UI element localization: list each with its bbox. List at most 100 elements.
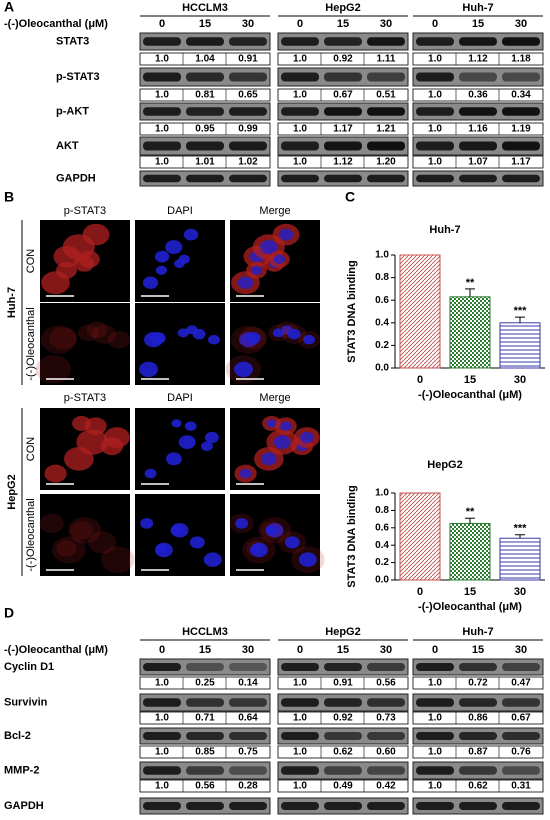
protein-label: Survivin [4, 696, 48, 708]
quantification-value: 1.0 [293, 157, 307, 168]
quantification-value: 1.0 [155, 54, 169, 65]
nucleus [189, 536, 205, 549]
quantification-value: 1.0 [155, 157, 169, 168]
quantification-value: 0.64 [238, 713, 258, 724]
blot-band [186, 766, 224, 775]
quantification-value: 0.47 [511, 678, 531, 689]
quantification-value: 0.56 [195, 781, 215, 792]
quantification-value: 0.28 [238, 781, 258, 792]
value-box [139, 155, 271, 169]
protein-label: GAPDH [56, 172, 96, 184]
concentration-label: 30 [380, 18, 392, 30]
nucleus [260, 240, 278, 255]
blot-band [143, 802, 181, 810]
cell-signal [64, 446, 94, 471]
blot-band [229, 37, 267, 46]
treatment-label: -(-)Oleocanthal (μM) [4, 18, 108, 30]
cell-signal [40, 325, 77, 354]
nucleus [178, 254, 190, 264]
nucleus [265, 525, 278, 536]
cell-line-label: HCCLM3 [182, 2, 228, 14]
value-box [139, 779, 271, 793]
nucleus [154, 250, 170, 263]
column-header: DAPI [167, 205, 193, 217]
blot-band [502, 174, 540, 183]
y-tick-label: 0.8 [375, 505, 389, 516]
nucleus [272, 328, 284, 338]
column-header: Merge [259, 392, 290, 404]
nucleus [155, 265, 168, 275]
panel-label: C [345, 189, 355, 205]
bar [449, 296, 491, 369]
y-tick-label: 0.8 [375, 272, 389, 283]
blot-band [502, 37, 540, 46]
nucleus [139, 361, 158, 378]
concentration-label: 15 [337, 18, 349, 30]
blot-band [502, 698, 540, 707]
cell-signal [103, 427, 130, 448]
nucleus [142, 276, 159, 289]
blot-band [459, 802, 497, 810]
value-box [412, 676, 544, 690]
cell-signal [72, 415, 91, 431]
nucleus [165, 240, 183, 255]
row-label: CON [25, 437, 37, 462]
blot-band [416, 72, 454, 82]
value-box [277, 676, 409, 690]
quantification-value: 1.0 [428, 713, 442, 724]
quantification-value: 0.42 [376, 781, 396, 792]
quantification-value: 0.85 [195, 747, 215, 758]
nucleus [177, 328, 189, 338]
cell-signal [86, 321, 108, 339]
blot-band [229, 766, 267, 775]
quantification-value: 1.01 [195, 157, 215, 168]
nucleus [183, 228, 199, 241]
concentration-label: 0 [297, 18, 303, 30]
bar [499, 322, 541, 369]
nucleus [287, 328, 301, 340]
quantification-value: 0.99 [238, 124, 258, 135]
blot-band [416, 174, 454, 183]
blot-band [281, 698, 319, 707]
x-axis-label: -(-)Oleocanthal (μM) [418, 601, 522, 613]
blot-band [324, 107, 362, 116]
nucleus [171, 419, 182, 428]
quantification-value: 1.21 [376, 124, 396, 135]
protein-label: AKT [56, 140, 79, 152]
cell-line-label: HepG2 [325, 2, 360, 14]
quantification-value: 1.0 [428, 124, 442, 135]
bar [499, 537, 541, 581]
nucleus [150, 332, 166, 345]
quantification-value: 1.17 [333, 124, 353, 135]
protein-label: MMP-2 [4, 764, 39, 776]
blot-band [502, 72, 540, 82]
nucleus [140, 518, 154, 529]
nucleus [200, 441, 213, 452]
cell-signal [35, 355, 72, 384]
blot-band [281, 141, 319, 151]
quantification-value: 1.16 [468, 124, 488, 135]
quantification-value: 1.0 [293, 781, 307, 792]
y-tick-label: 0.0 [375, 575, 389, 586]
blot-band [324, 732, 362, 740]
value-box [139, 122, 271, 136]
blot-band [229, 72, 267, 82]
value-box [277, 88, 409, 102]
nucleus [284, 536, 300, 549]
quantification-value: 0.87 [468, 747, 488, 758]
quantification-value: 0.91 [333, 678, 353, 689]
value-box [412, 88, 544, 102]
concentration-label: 15 [199, 644, 211, 656]
nucleus [279, 421, 292, 431]
blot-band [281, 732, 319, 740]
blot-band [143, 663, 181, 671]
blot-band [281, 107, 319, 116]
blot-band [367, 37, 405, 46]
quantification-value: 0.65 [238, 90, 258, 101]
column-header: p-STAT3 [64, 392, 106, 404]
cell-signal [44, 464, 67, 483]
blot-band [143, 698, 181, 707]
quantification-value: 0.67 [333, 90, 353, 101]
bar [399, 492, 441, 581]
column-header: p-STAT3 [64, 205, 106, 217]
